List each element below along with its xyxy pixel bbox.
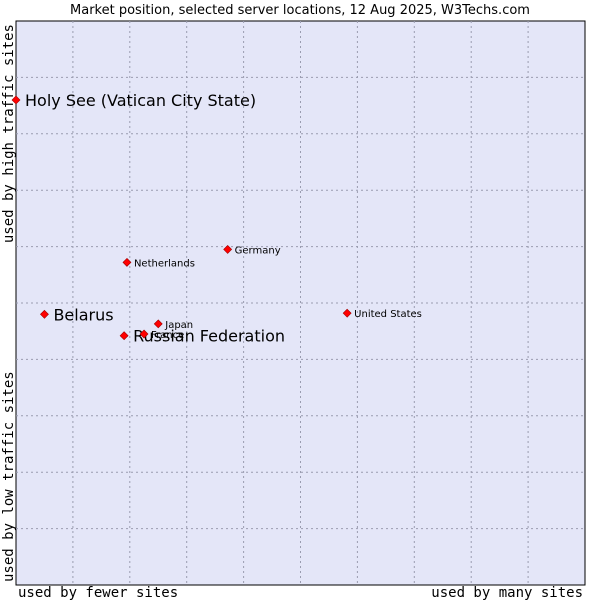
point-label-russian-federation: Russian Federation	[133, 327, 285, 346]
point-marker-belarus[interactable]	[40, 309, 49, 319]
point-marker-united-states[interactable]	[342, 308, 352, 318]
y-axis-label-top: used by high traffic sites	[1, 24, 17, 243]
point-label-france: France	[151, 330, 184, 341]
x-axis-label-right: used by many sites	[431, 585, 583, 600]
point-marker-france[interactable]	[139, 329, 149, 339]
point-label-holy-see-vatican-city-state: Holy See (Vatican City State)	[25, 91, 256, 110]
point-label-netherlands: Netherlands	[134, 258, 195, 269]
point-label-belarus: Belarus	[53, 305, 113, 324]
point-marker-holy-see-vatican-city-state[interactable]	[11, 95, 21, 105]
point-marker-russian-federation[interactable]	[119, 331, 129, 341]
point-label-japan: Japan	[164, 320, 193, 331]
point-marker-japan[interactable]	[153, 319, 163, 329]
point-marker-germany[interactable]	[223, 244, 233, 254]
point-label-germany: Germany	[235, 245, 281, 256]
point-label-united-states: United States	[354, 309, 422, 320]
data-points: Holy See (Vatican City State) Belarus Russ…	[11, 91, 422, 346]
chart-title: Market position, selected server locatio…	[70, 3, 530, 18]
y-axis-label-bottom: used by low traffic sites	[1, 371, 17, 582]
point-marker-netherlands[interactable]	[122, 257, 132, 267]
grid-lines	[16, 21, 585, 585]
x-axis-label-left: used by fewer sites	[18, 585, 178, 600]
